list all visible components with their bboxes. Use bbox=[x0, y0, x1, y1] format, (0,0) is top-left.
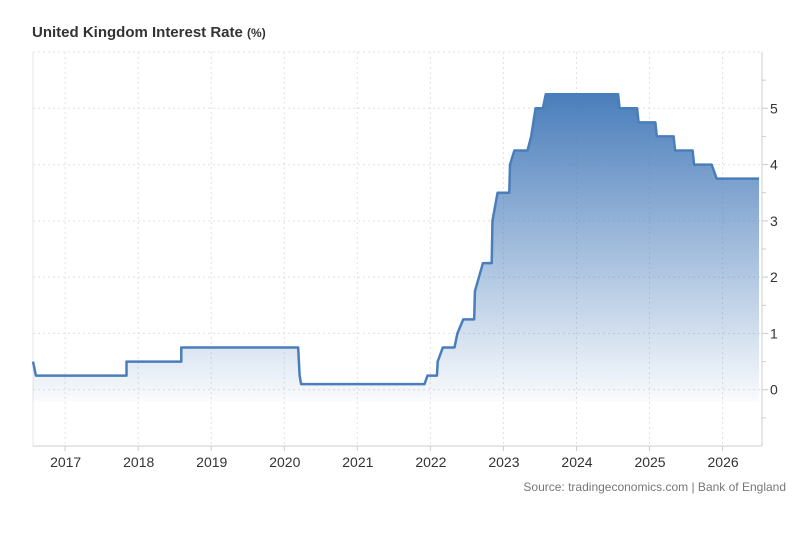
rate-line bbox=[31, 92, 760, 386]
chart-title-text: United Kingdom Interest Rate bbox=[32, 24, 243, 41]
x-tick-label: 2017 bbox=[50, 454, 81, 470]
chart-title-unit: (%) bbox=[247, 26, 266, 40]
source-credit[interactable]: Source: tradingeconomics.com | Bank of E… bbox=[523, 480, 786, 494]
y-tick-label: 4 bbox=[770, 157, 778, 173]
x-axis: 2017 2018 2019 2020 2021 2022 2023 2024 2025 2026 bbox=[50, 446, 739, 470]
y-tick-label: 1 bbox=[770, 325, 778, 341]
x-tick-label: 2024 bbox=[561, 454, 592, 470]
x-tick-label: 2018 bbox=[123, 454, 154, 470]
plot-area bbox=[31, 92, 760, 402]
y-tick-label: 5 bbox=[770, 100, 778, 116]
x-tick-label: 2023 bbox=[488, 454, 519, 470]
x-tick-label: 2019 bbox=[196, 454, 227, 470]
x-tick-label: 2021 bbox=[342, 454, 373, 470]
x-tick-label: 2020 bbox=[269, 454, 300, 470]
y-tick-label: 2 bbox=[770, 269, 778, 285]
chart-title: United Kingdom Interest Rate (%) bbox=[32, 24, 266, 41]
y-axis: 0 1 2 3 4 5 bbox=[762, 79, 778, 419]
x-tick-label: 2022 bbox=[415, 454, 446, 470]
x-tick-label: 2025 bbox=[634, 454, 665, 470]
rate-area-fill bbox=[33, 94, 760, 402]
y-tick-label: 0 bbox=[770, 382, 778, 398]
x-tick-label: 2026 bbox=[708, 454, 739, 470]
y-tick-label: 3 bbox=[770, 213, 778, 229]
